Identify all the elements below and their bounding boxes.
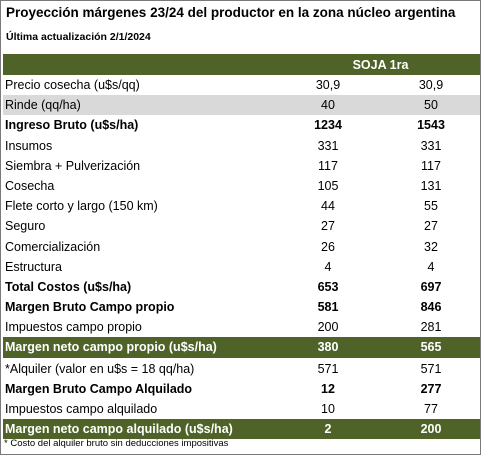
row-label: *Alquiler (valor en u$s = 18 qq/ha) [5, 361, 195, 376]
value-rinde-50: 565 [420, 340, 442, 355]
table-header: SOJA 1ra [3, 54, 480, 75]
table-row: Siembra + Pulverización 117 117 [3, 156, 480, 176]
table-row: *Alquiler (valor en u$s = 18 qq/ha) 571 57… [3, 359, 480, 379]
value-rinde-40: 571 [317, 361, 339, 376]
row-label: Total Costos (u$s/ha) [5, 279, 132, 294]
row-label: Comercialización [5, 239, 101, 254]
value-rinde-50: 27 [424, 219, 438, 234]
value-rinde-50: 281 [420, 320, 442, 335]
table-row: Margen Bruto Campo Alquilado 12 277 [3, 379, 480, 399]
table-row: Margen neto campo propio (u$s/ha) 380 565 [3, 337, 480, 359]
table-row: Rinde (qq/ha) 40 50 [3, 95, 480, 116]
last-updated: Última actualización 2/1/2024 [6, 31, 151, 43]
row-label: Flete corto y largo (150 km) [5, 199, 158, 214]
value-rinde-40: 2 [324, 422, 332, 437]
row-label: Cosecha [5, 178, 55, 193]
row-label: Rinde (qq/ha) [5, 98, 81, 113]
value-rinde-40: 44 [321, 199, 335, 214]
table-row: Cosecha 105 131 [3, 176, 480, 196]
value-rinde-40: 12 [321, 381, 335, 396]
value-rinde-40: 200 [317, 320, 339, 335]
value-rinde-40: 30,9 [315, 78, 341, 92]
row-label: Ingreso Bruto (u$s/ha) [5, 118, 139, 133]
row-label: Margen Bruto Campo Alquilado [5, 381, 193, 396]
table-row: Impuestos campo alquilado 10 77 [3, 399, 480, 419]
value-rinde-40: 27 [321, 219, 335, 234]
value-rinde-40: 26 [321, 239, 335, 254]
row-label: Siembra + Pulverización [5, 158, 141, 173]
value-rinde-50: 846 [420, 300, 442, 315]
row-label: Impuestos campo alquilado [5, 402, 158, 416]
value-rinde-50: 77 [424, 402, 438, 416]
row-label: Insumos [5, 138, 53, 153]
value-rinde-40: 10 [321, 402, 335, 416]
value-rinde-40: 117 [318, 158, 338, 173]
table-row: Insumos 331 331 [3, 136, 480, 156]
table-row: Total Costos (u$s/ha) 653 697 [3, 277, 480, 297]
value-rinde-40: 653 [317, 279, 339, 294]
value-rinde-50: 32 [424, 239, 438, 254]
value-rinde-50: 4 [427, 259, 435, 274]
margin-table: SOJA 1ra Precio cosecha (u$s/qq) 30,9 30,9… [3, 54, 480, 441]
table-row: Comercialización 26 32 [3, 237, 480, 257]
row-label: Seguro [5, 219, 46, 234]
value-rinde-50: 131 [420, 178, 442, 193]
value-rinde-50: 1543 [417, 118, 445, 133]
table-row: Flete corto y largo (150 km) 44 55 [3, 196, 480, 216]
value-rinde-40: 4 [324, 259, 332, 274]
value-rinde-50: 117 [421, 158, 441, 173]
table-row: Precio cosecha (u$s/qq) 30,9 30,9 [3, 75, 480, 95]
value-rinde-50: 331 [420, 138, 442, 153]
value-rinde-50: 697 [420, 279, 442, 294]
table-row: Seguro 27 27 [3, 216, 480, 236]
page-title: Proyección márgenes 23/24 del productor … [6, 5, 456, 20]
table-body: Precio cosecha (u$s/qq) 30,9 30,9 Rinde (qq… [3, 75, 480, 441]
value-rinde-40: 331 [317, 138, 339, 153]
table-row: Margen Bruto Campo propio 581 846 [3, 297, 480, 317]
value-rinde-50: 277 [420, 381, 442, 396]
value-rinde-40: 40 [321, 98, 335, 113]
row-label: Impuestos campo propio [5, 320, 142, 335]
value-rinde-40: 380 [317, 340, 339, 355]
table-row: Impuestos campo propio 200 281 [3, 317, 480, 337]
table-row: Estructura 4 4 [3, 257, 480, 277]
value-rinde-40: 1234 [314, 118, 342, 133]
value-rinde-50: 200 [420, 422, 442, 437]
row-label: Estructura [5, 259, 62, 274]
footnote: * Costo del alquiler bruto sin deduccion… [4, 438, 229, 449]
table-row: Ingreso Bruto (u$s/ha) 1234 1543 [3, 115, 480, 135]
value-rinde-50: 30,9 [418, 78, 444, 92]
table-row: Margen neto campo alquilado (u$s/ha) 2 200 [3, 419, 480, 441]
value-rinde-50: 50 [424, 98, 438, 113]
value-rinde-40: 581 [317, 300, 339, 315]
column-group-label: SOJA 1ra [352, 58, 409, 72]
row-label: Precio cosecha (u$s/qq) [5, 78, 140, 92]
value-rinde-50: 55 [424, 199, 438, 214]
row-label: Margen Bruto Campo propio [5, 300, 175, 315]
value-rinde-50: 571 [420, 361, 442, 376]
row-label: Margen neto campo alquilado (u$s/ha) [5, 422, 233, 437]
value-rinde-40: 105 [317, 178, 339, 193]
row-label: Margen neto campo propio (u$s/ha) [5, 340, 217, 355]
